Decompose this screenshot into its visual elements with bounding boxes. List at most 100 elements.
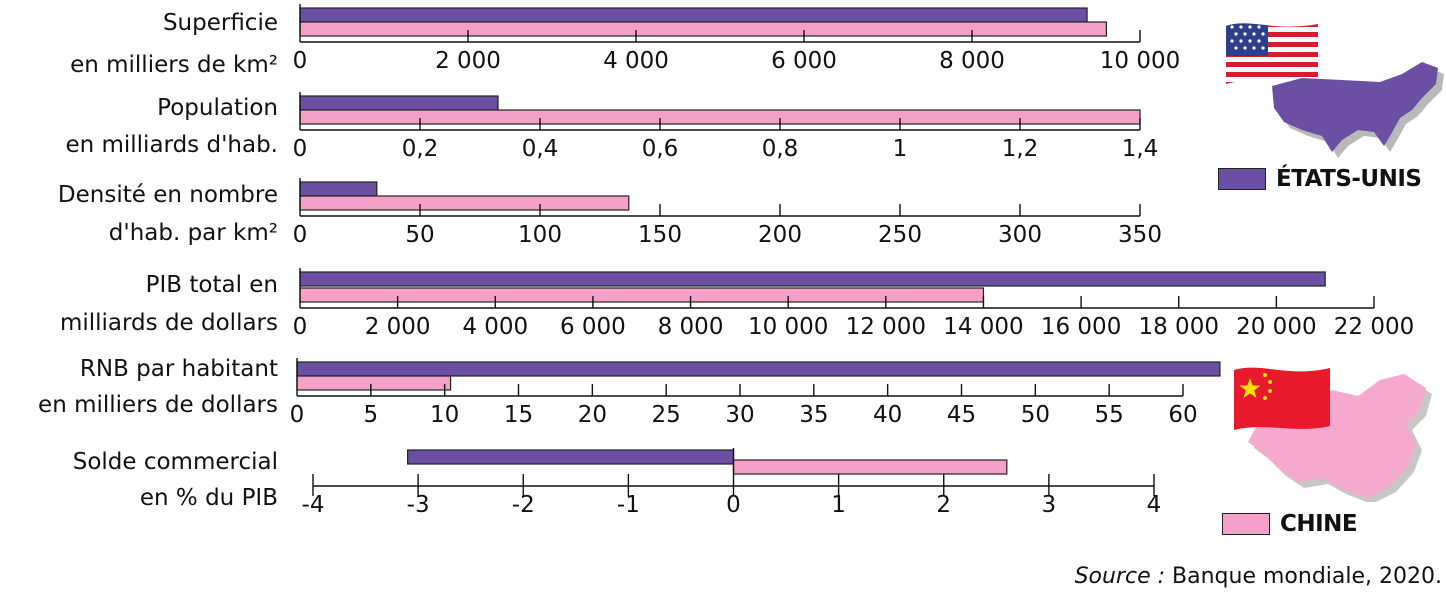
tick-label-1-4: 0,8 (762, 136, 799, 162)
category-label-4-1: en milliers de dollars (38, 392, 278, 418)
bar-usa-2 (299, 181, 378, 197)
category-label-0-1: en milliers de km² (70, 52, 278, 78)
tick-label-5-7: 3 (1042, 492, 1057, 518)
tick-label-3-8: 16 000 (1041, 314, 1121, 340)
category-label-2-1: d'hab. par km² (109, 220, 278, 246)
panel-5: -4 -3 -2 -1 0 1 2 3 4 Solde commercial en % du PIB (73, 448, 1162, 518)
source-prefix: Source : (1074, 564, 1166, 589)
category-label-1-0: Population (157, 95, 278, 121)
category-label-0-0: Superficie (163, 10, 278, 36)
tick-label-4-1: 5 (364, 402, 379, 428)
category-label-5-1: en % du PIB (140, 485, 278, 511)
bar-usa-1 (299, 95, 499, 111)
tick-label-5-8: 4 (1147, 492, 1162, 518)
tick-label-5-2: -2 (512, 492, 535, 518)
legend-china-swatch (1222, 513, 1270, 535)
tick-label-5-5: 1 (831, 492, 846, 518)
panel-2: 0 50 100 150 200 250 300 350 Densité en nombre d'… (58, 178, 1162, 248)
tick-label-4-5: 25 (652, 402, 681, 428)
tick-label-0-4: 8 000 (939, 48, 1005, 74)
bar-usa-0 (299, 7, 1088, 23)
category-label-5-0: Solde commercial (73, 449, 278, 475)
tick-label-4-2: 10 (430, 402, 459, 428)
bar-usa-5 (407, 449, 735, 465)
tick-label-4-4: 20 (578, 402, 607, 428)
legend-usa-label: ÉTATS-UNIS (1276, 166, 1422, 192)
source-note: Source : Banque mondiale, 2020. (1075, 564, 1442, 589)
panel-4: 0 5 10 15 20 25 30 35 40 45 50 55 60 RNB par habitant… (38, 356, 1221, 428)
tick-label-3-11: 22 000 (1334, 314, 1414, 340)
tick-label-1-1: 0,2 (402, 136, 439, 162)
usa-flag-icon (1224, 20, 1320, 86)
usa-map-icon (1262, 48, 1446, 158)
category-label-1-1: en milliards d'hab. (65, 132, 278, 158)
tick-label-1-5: 1 (893, 136, 908, 162)
tick-label-0-0: 0 (293, 48, 308, 74)
tick-label-4-11: 55 (1095, 402, 1124, 428)
tick-label-3-9: 18 000 (1138, 314, 1218, 340)
bar-usa-3 (299, 271, 1326, 287)
tick-label-0-3: 6 000 (771, 48, 837, 74)
tick-label-3-3: 6 000 (560, 314, 626, 340)
tick-label-0-5: 10 000 (1100, 48, 1180, 74)
tick-label-4-8: 40 (873, 402, 902, 428)
tick-label-1-3: 0,6 (642, 136, 679, 162)
category-label-4-0: RNB par habitant (80, 356, 278, 382)
tick-label-2-6: 300 (998, 222, 1042, 248)
tick-label-3-6: 12 000 (846, 314, 926, 340)
category-label-3-0: PIB total en (146, 272, 278, 298)
tick-label-4-7: 35 (799, 402, 828, 428)
bar-china-3 (299, 287, 985, 303)
tick-label-4-12: 60 (1168, 402, 1197, 428)
china-map-icon (1240, 370, 1440, 504)
panel-0: 0 2 000 4 000 6 000 8 000 10 000 Superficie en … (70, 4, 1180, 78)
tick-label-1-6: 1,2 (1002, 136, 1039, 162)
tick-label-3-10: 20 000 (1236, 314, 1316, 340)
tick-label-2-1: 50 (405, 222, 434, 248)
tick-label-1-2: 0,4 (522, 136, 559, 162)
legend-china-label: CHINE (1280, 511, 1358, 537)
tick-label-4-10: 50 (1021, 402, 1050, 428)
legend-usa-swatch (1218, 168, 1266, 190)
tick-label-4-6: 30 (725, 402, 754, 428)
bar-usa-4 (296, 361, 1221, 377)
tick-label-2-7: 350 (1118, 222, 1162, 248)
tick-label-5-3: -1 (617, 492, 640, 518)
legend-china: CHINE (1222, 511, 1358, 537)
tick-label-2-5: 250 (878, 222, 922, 248)
tick-label-2-0: 0 (293, 222, 308, 248)
tick-label-3-1: 2 000 (365, 314, 431, 340)
tick-label-5-6: 2 (936, 492, 951, 518)
panel-3: 0 2 000 4 000 6 000 8 000 10 000 12 000 14 000 1… (60, 268, 1414, 340)
category-label-3-1: milliards de dollars (60, 310, 278, 336)
tick-label-3-0: 0 (293, 314, 308, 340)
tick-label-3-5: 10 000 (748, 314, 828, 340)
tick-label-4-3: 15 (504, 402, 533, 428)
legend-usa: ÉTATS-UNIS (1218, 166, 1422, 192)
tick-label-3-4: 8 000 (658, 314, 724, 340)
tick-label-3-7: 14 000 (943, 314, 1023, 340)
tick-label-2-3: 150 (638, 222, 682, 248)
bar-china-4 (296, 375, 452, 391)
tick-label-1-0: 0 (293, 136, 308, 162)
tick-label-5-0: -4 (302, 492, 325, 518)
category-label-2-0: Densité en nombre (58, 182, 278, 208)
china-flag-icon (1232, 364, 1332, 434)
tick-label-4-9: 45 (947, 402, 976, 428)
bar-china-2 (299, 195, 630, 211)
bar-china-1 (299, 109, 1141, 125)
tick-label-0-1: 2 000 (435, 48, 501, 74)
tick-label-1-7: 1,4 (1122, 136, 1159, 162)
tick-label-4-0: 0 (290, 402, 305, 428)
tick-label-5-4: 0 (726, 492, 741, 518)
tick-label-5-1: -3 (407, 492, 430, 518)
tick-label-3-2: 4 000 (462, 314, 528, 340)
source-text: Banque mondiale, 2020. (1165, 564, 1442, 589)
tick-label-2-4: 200 (758, 222, 802, 248)
bar-china-0 (299, 21, 1108, 37)
tick-label-0-2: 4 000 (603, 48, 669, 74)
tick-label-2-2: 100 (518, 222, 562, 248)
panel-1: 0 0,2 0,4 0,6 0,8 1 1,2 1,4 Population en milliar… (65, 92, 1158, 162)
bar-china-5 (732, 459, 1008, 475)
